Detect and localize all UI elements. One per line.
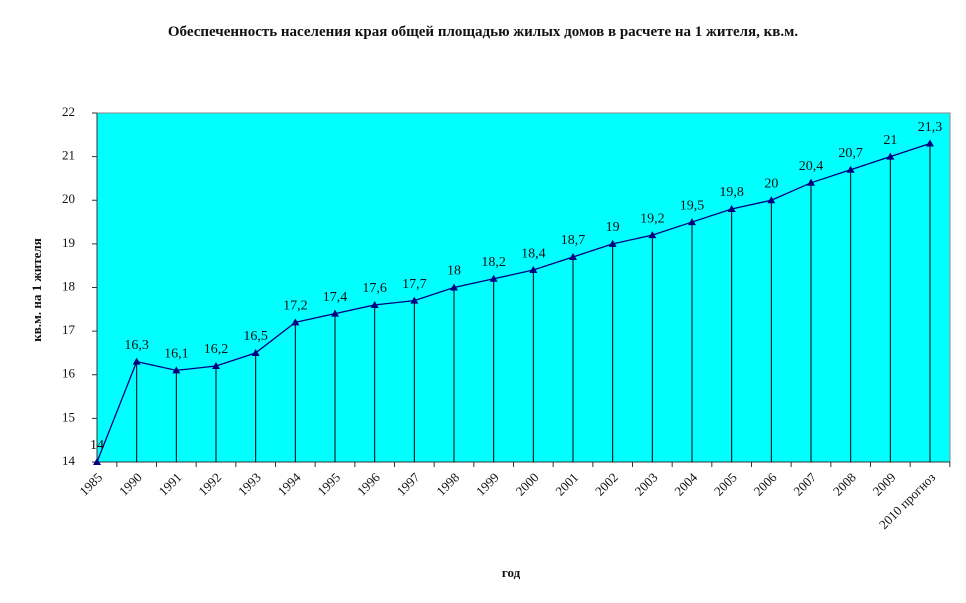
x-tick-label: 1996: [354, 469, 383, 498]
data-label: 17,6: [362, 281, 387, 296]
y-tick-label: 17: [62, 322, 76, 337]
data-label: 16,3: [124, 338, 149, 353]
x-tick-label: 1999: [473, 470, 502, 499]
x-tick-label: 1997: [394, 469, 423, 498]
marker: [926, 139, 934, 147]
chart-title: Обеспеченность населения края общей площ…: [167, 24, 799, 40]
data-label: 17,7: [402, 277, 427, 292]
x-tick-label: 1992: [195, 470, 224, 499]
y-tick-label: 22: [62, 104, 75, 119]
data-label: 20: [764, 176, 778, 191]
y-tick-label: 18: [62, 278, 75, 293]
data-label: 19,2: [640, 211, 665, 226]
marker: [648, 231, 657, 239]
data-label: 20,7: [838, 146, 863, 161]
data-label: 14: [90, 438, 104, 453]
data-label: 17,2: [283, 299, 308, 314]
marker: [886, 152, 895, 160]
data-label: 21,3: [918, 120, 943, 135]
marker: [608, 239, 617, 247]
y-tick-label: 21: [62, 148, 75, 163]
x-tick-label: 1998: [433, 470, 462, 499]
marker: [529, 266, 538, 274]
line: [96, 142, 931, 463]
marker: [767, 196, 776, 204]
x-tick-label: 2007: [790, 469, 819, 498]
data-label: 16,5: [243, 329, 268, 344]
y-tick-label: 20: [62, 191, 75, 206]
x-tick-label: 1985: [76, 470, 105, 499]
data-label: 16,2: [204, 342, 229, 357]
data-label: 20,4: [799, 159, 824, 174]
x-tick-label: 2004: [671, 469, 700, 498]
marker: [727, 204, 736, 212]
marker: [172, 366, 181, 374]
marker: [291, 318, 300, 326]
data-label: 18,7: [561, 233, 586, 248]
y-tick-label: 16: [62, 366, 76, 381]
marker: [688, 218, 696, 226]
marker: [132, 357, 141, 365]
x-tick-label: 2006: [751, 469, 780, 498]
data-label: 18: [447, 264, 461, 279]
x-tick-label: 1994: [275, 469, 304, 498]
data-label: 18,2: [481, 255, 506, 270]
marker: [212, 362, 220, 370]
marker: [846, 165, 855, 173]
x-tick-label: 2009: [870, 470, 899, 499]
data-label: 19: [606, 220, 620, 235]
y-tick-label: 14: [62, 453, 76, 468]
marker: [807, 178, 815, 186]
data-label: 18,4: [521, 246, 546, 261]
marker: [410, 296, 419, 304]
y-axis-label: кв.м. на 1 жителя: [29, 238, 44, 342]
marker: [331, 309, 339, 317]
marker: [569, 252, 577, 260]
marker: [370, 300, 379, 308]
y-tick-label: 19: [62, 235, 75, 250]
x-axis-label: год: [502, 565, 521, 580]
y-tick-label: 15: [62, 409, 75, 424]
x-tick-label: 1991: [156, 470, 185, 499]
data-label: 19,5: [680, 198, 705, 213]
data-label: 16,1: [164, 347, 189, 362]
marker: [450, 283, 458, 291]
x-tick-label: 2005: [711, 470, 740, 499]
x-tick-label: 2002: [592, 470, 621, 499]
x-tick-label: 1990: [116, 470, 145, 499]
marker: [93, 458, 101, 465]
x-tick-label: 2008: [830, 470, 859, 499]
data-label: 19,8: [719, 185, 744, 200]
x-tick-label: 2001: [552, 470, 581, 499]
marker: [251, 348, 260, 356]
data-label: 17,4: [323, 290, 348, 305]
x-tick-label: 2000: [513, 470, 542, 499]
x-tick-label: 1993: [235, 470, 264, 499]
x-tick-label: 1995: [314, 470, 343, 499]
data-label: 21: [883, 133, 897, 148]
plot-area: [96, 112, 951, 463]
marker: [489, 274, 498, 282]
x-tick-label: 2003: [632, 470, 661, 499]
